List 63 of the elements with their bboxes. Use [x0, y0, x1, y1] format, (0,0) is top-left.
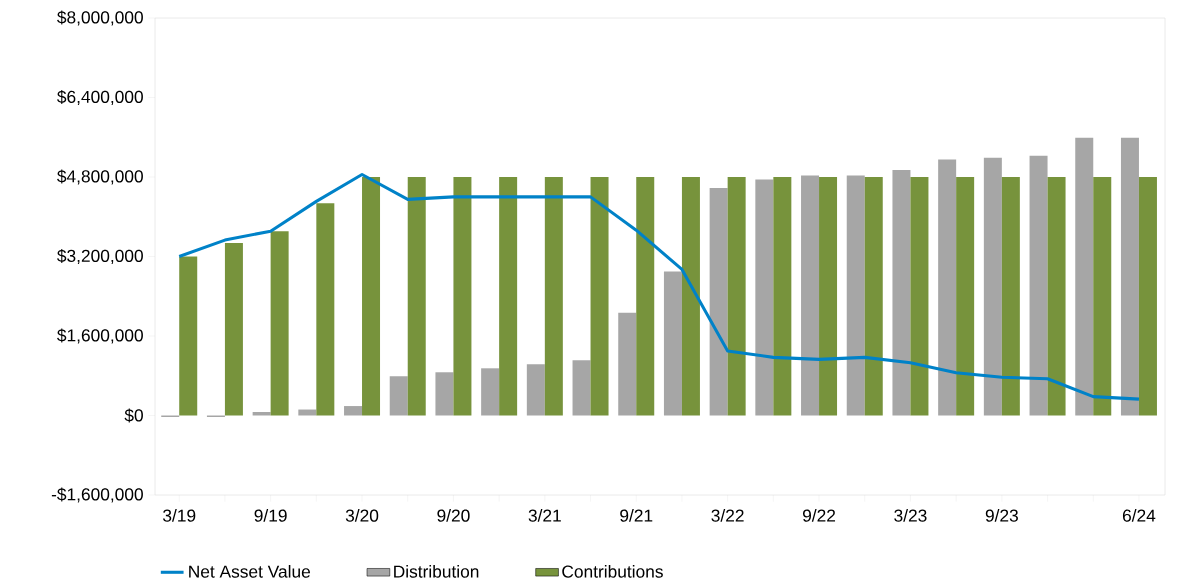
bar	[801, 175, 820, 416]
bar	[755, 179, 774, 416]
y-tick-label: $6,400,000	[57, 89, 143, 106]
bar	[709, 187, 728, 416]
bar	[572, 360, 591, 416]
x-tick-label: 3/20	[345, 509, 379, 522]
bar	[362, 177, 381, 416]
legend-label: Net Asset Value	[189, 564, 310, 578]
bar	[663, 271, 682, 416]
bar	[252, 412, 271, 416]
bar	[892, 170, 911, 416]
x-tick-label: 9/19	[254, 509, 287, 522]
x-tick-label: 9/21	[620, 509, 653, 522]
bar	[1138, 177, 1157, 416]
y-tick-label: $4,800,000	[57, 169, 143, 185]
x-tick-label: 3/22	[711, 509, 744, 522]
bar	[1075, 137, 1094, 416]
bar	[773, 177, 792, 416]
bar	[344, 406, 363, 416]
bar	[590, 177, 609, 416]
bar	[316, 203, 335, 416]
bar	[499, 177, 518, 416]
bar	[481, 368, 500, 416]
bar	[938, 159, 957, 416]
bar	[864, 177, 883, 416]
bar	[1120, 137, 1139, 416]
bar	[526, 364, 545, 416]
x-tick-label: 6/24	[1122, 509, 1156, 522]
legend-label: Distribution	[394, 564, 479, 578]
bar	[727, 177, 746, 416]
bar	[846, 175, 865, 416]
x-tick-label: 9/22	[802, 509, 836, 522]
bar	[1047, 177, 1066, 416]
bar	[1029, 155, 1048, 416]
bar	[270, 231, 289, 416]
bar	[1001, 177, 1020, 416]
y-tick-label: $1,600,000	[57, 328, 143, 344]
bar	[956, 177, 975, 416]
bar	[681, 177, 700, 416]
x-tick-label: 3/19	[163, 509, 196, 522]
x-tick-label: 3/23	[894, 509, 927, 522]
bar	[407, 177, 426, 416]
bar	[224, 243, 243, 416]
bar	[453, 177, 472, 416]
bar	[618, 312, 637, 416]
y-tick-label: $8,000,000	[57, 10, 143, 26]
x-tick-label: 9/23	[985, 509, 1018, 522]
bar	[298, 409, 317, 416]
bar	[435, 372, 454, 416]
bar	[179, 256, 198, 416]
y-tick-label: $0	[124, 408, 143, 423]
x-tick-label: 9/20	[437, 509, 470, 522]
bar	[1093, 177, 1112, 416]
legend-label: Contributions	[562, 564, 663, 578]
bar	[910, 177, 929, 416]
bar	[389, 376, 408, 416]
y-tick-label: $3,200,000	[57, 248, 143, 265]
x-tick-label: 3/21	[528, 509, 561, 522]
bar	[636, 177, 655, 416]
bar	[819, 177, 838, 416]
y-tick-label: -$1,600,000	[51, 487, 143, 503]
bar	[544, 177, 563, 416]
bar	[983, 157, 1002, 416]
